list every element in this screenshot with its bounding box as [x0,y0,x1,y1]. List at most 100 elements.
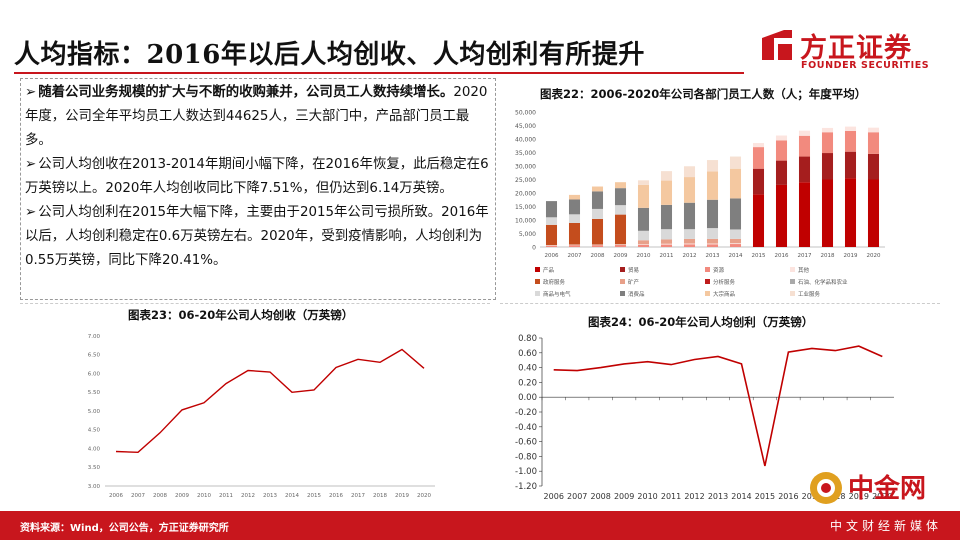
legend-label: 石油、化学品和农业 [798,278,848,286]
chart24-profit-per-staff-line-chart: -1.20 -1.00 -0.80 -0.60 -0.40 -0.20 0.00 0.20 0.… [515,334,894,501]
x-tick-label: 2016 [775,253,789,259]
legend-swatch [705,267,710,272]
logo-text-en: FOUNDER SECURITIES [801,60,930,71]
legend-label: 资源 [713,266,725,274]
bar-segment [683,166,696,178]
bar-segment [660,229,673,240]
x-tick-label: 2013 [263,493,277,499]
legend-swatch [620,291,625,296]
bar-segment [683,238,696,244]
chart22-staff-bar-chart: 0 5,000 10,000 15,000 20,000 25,000 30,000 35,0… [515,110,885,298]
x-tick-label: 2008 [590,492,610,501]
y-tick-label: 7.00 [88,334,101,340]
bar-segment [545,217,558,225]
bullet-1: ➢ 随着公司业务规模的扩大与不断的收购兼并，公司员工人数持续增长。2020年度，公… [25,81,489,153]
x-tick-label: 2013 [706,253,720,259]
bar-segment [752,194,765,247]
legend-swatch [790,291,795,296]
footer-source: 资料来源：Wind，公司公告，方正证券研究所 [20,523,229,534]
bar-segment [614,244,627,245]
x-tick-label: 2007 [567,492,587,501]
page-title: 人均指标：2016年以后人均创收、人均创利有所提升 [14,40,645,70]
y-tick-label: 25,000 [515,177,536,184]
y-tick-label: 4.50 [88,428,101,434]
bar-segment [568,214,581,223]
bar-segment [591,191,604,209]
legend-swatch [535,267,540,272]
legend-label: 产品 [543,266,555,274]
y-tick-label: 45,000 [515,123,536,130]
series-line [553,345,883,467]
y-tick-label: -0.40 [515,423,537,433]
bar-segment [683,243,696,245]
bar-segment [775,140,788,161]
x-tick-label: 2011 [219,493,233,499]
x-tick-label: 2017 [802,492,822,501]
x-tick-label: 2012 [684,492,704,501]
bar-segment [775,184,788,247]
y-tick-label: 0.80 [518,334,537,344]
x-tick-label: 2013 [708,492,728,501]
y-tick-label: 4.00 [88,446,101,452]
y-tick-label: 0.40 [518,364,537,374]
y-tick-label: 3.50 [88,465,101,471]
x-tick-label: 2008 [153,493,167,499]
bar-segment [660,171,673,181]
bar-segment [706,238,719,244]
bar-segment [867,179,880,247]
bar-segment [568,199,581,215]
series-line [115,348,425,454]
bar-segment [729,168,742,199]
bar-segment [798,130,811,136]
legend-swatch [705,279,710,284]
y-tick-label: 30,000 [515,164,536,171]
bar-segment [729,244,742,247]
bar-segment [821,127,834,133]
x-tick-label: 2020 [867,253,881,259]
bar-segment [660,244,673,247]
logo-text-cn: 方正证券 [800,33,912,64]
bar-segment [591,244,604,246]
bullet-2-text: 公司人均创收在2013-2014年期间小幅下降，在2016年恢复，此后稳定在6万… [25,157,489,196]
bar-segment [614,214,627,245]
legend-swatch [705,291,710,296]
section-divider [500,303,940,304]
footer-media: 中文财经新媒体 [829,519,942,533]
x-tick-label: 2009 [614,492,634,501]
bar-segment [706,243,719,245]
y-tick-label: 0.00 [518,393,537,403]
bar-segment [821,153,834,180]
bullet-arrow-icon: ➢ [25,205,37,220]
legend-label: 商品与电气 [543,290,571,298]
legend-label: 大宗商品 [713,290,736,298]
x-tick-label: 2014 [729,253,743,259]
bar-segment [637,230,650,241]
watermark-text: 中金网 [848,474,927,504]
y-tick-label: 35,000 [515,150,536,157]
cngold-watermark: 中金网 [808,468,958,512]
bar-segment [729,238,742,244]
summary-box: ➢ 随着公司业务规模的扩大与不断的收购兼并，公司员工人数持续增长。2020年度，公… [20,78,496,300]
bar-segment [660,180,673,205]
bar-segment [637,184,650,208]
cngold-logo-icon [810,472,842,504]
bar-segment [568,194,581,200]
footer-bar: 资料来源：Wind，公司公告，方正证券研究所 中文财经新媒体 [0,511,960,540]
logo-mark-icon [762,30,792,60]
bar-segment [729,156,742,169]
x-tick-label: 2010 [637,253,651,259]
bullet-2: ➢ 公司人均创收在2013-2014年期间小幅下降，在2016年恢复，此后稳定在6… [25,153,489,201]
x-tick-label: 2010 [637,492,657,501]
x-tick-label: 2015 [752,253,766,259]
chart23-title: 图表23：06-20年公司人均创收（万英镑） [128,308,354,322]
x-tick-label: 2007 [131,493,145,499]
chart22-title: 图表22：2006-2020年公司各部门员工人数（人；年度平均） [540,87,867,101]
y-tick-label: 5.50 [88,390,101,396]
bar-segment [821,132,834,154]
legend-label: 分析服务 [713,278,736,286]
bar-segment [568,245,581,247]
bar-segment [867,153,880,180]
bullet-3: ➢ 公司人均创利在2015年大幅下降，主要由于2015年公司亏损所致。2016年以… [25,201,489,273]
x-tick-label: 2014 [285,493,299,499]
bar-segment [867,132,880,154]
